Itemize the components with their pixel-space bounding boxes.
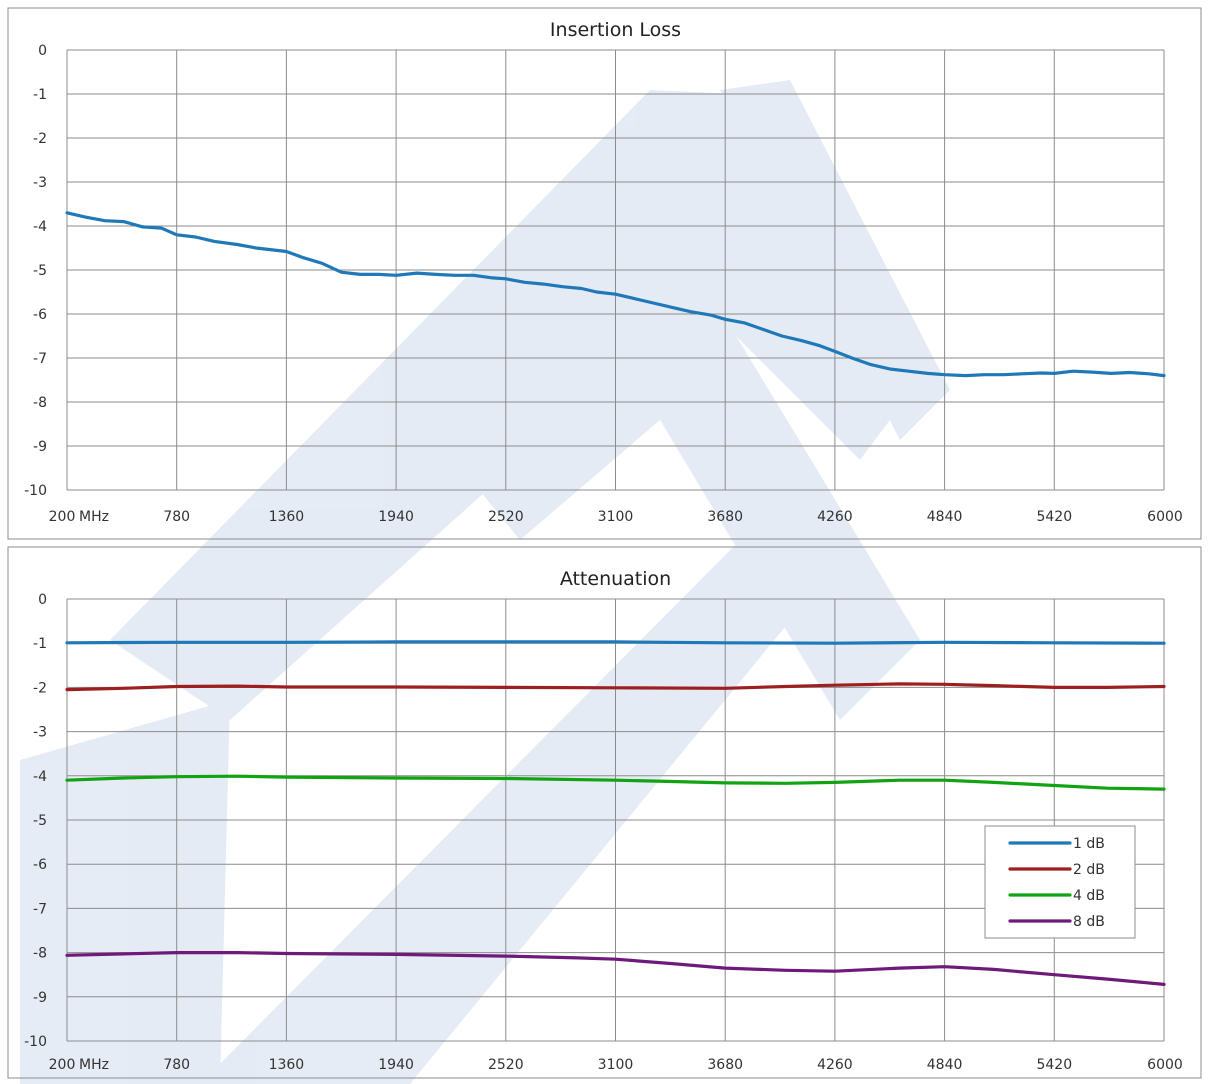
y-tick-label: -10 [24, 483, 47, 499]
chart-frame [7, 546, 1202, 1079]
legend-label: 8 dB [1073, 914, 1105, 930]
x-tick-label: 1360 [269, 1057, 305, 1073]
x-tick-label: 4840 [927, 1057, 963, 1073]
x-tick-label: 5420 [1036, 509, 1072, 525]
x-unit-label: MHz [79, 1057, 109, 1073]
y-tick-label: -6 [33, 857, 47, 873]
x-tick-label: 2520 [488, 1057, 524, 1073]
x-tick-label: 3680 [707, 1057, 743, 1073]
legend-label: 1 dB [1073, 836, 1105, 852]
y-tick-label: 0 [38, 43, 47, 59]
y-tick-label: -8 [33, 395, 47, 411]
y-tick-label: -9 [33, 439, 47, 455]
chart-title: Insertion Loss [550, 19, 681, 41]
series-line [65, 774, 1166, 791]
y-tick-label: -2 [33, 680, 47, 696]
series-line [65, 951, 1166, 986]
y-tick-label: -1 [33, 87, 47, 103]
y-tick-label: -5 [33, 813, 47, 829]
legend-label: 2 dB [1073, 862, 1105, 878]
y-tick-label: -6 [33, 307, 47, 323]
y-tick-label: -4 [33, 219, 47, 235]
x-tick-label: 1940 [378, 1057, 414, 1073]
y-tick-label: -2 [33, 131, 47, 147]
x-tick-label: 4260 [817, 1057, 853, 1073]
x-tick-label: 1360 [269, 509, 305, 525]
x-tick-label: 780 [163, 509, 190, 525]
watermark-logo [20, 80, 950, 1084]
y-tick-label: -3 [33, 725, 47, 741]
series-line [65, 682, 1166, 692]
watermark-stroke [110, 90, 920, 720]
x-tick-label: 4260 [817, 509, 853, 525]
x-tick-label: 6000 [1147, 509, 1183, 525]
x-tick-label: 1940 [378, 509, 414, 525]
legend-box [984, 825, 1136, 939]
x-tick-label: 3100 [598, 509, 634, 525]
series-line [65, 640, 1166, 645]
x-tick-label: 200 [49, 1057, 76, 1073]
y-tick-label: -7 [33, 901, 47, 917]
x-tick-label: 3100 [598, 1057, 634, 1073]
x-tick-label: 3680 [707, 509, 743, 525]
y-tick-label: -5 [33, 263, 47, 279]
y-tick-label: -10 [24, 1034, 47, 1050]
y-tick-label: -3 [33, 175, 47, 191]
y-tick-label: -8 [33, 946, 47, 962]
x-tick-label: 5420 [1036, 1057, 1072, 1073]
x-tick-label: 200 [49, 509, 76, 525]
y-tick-label: -4 [33, 769, 47, 785]
watermark-stroke [20, 700, 230, 1084]
x-unit-label: MHz [79, 509, 109, 525]
watermark-stroke [430, 210, 920, 720]
y-tick-label: 0 [38, 592, 47, 608]
legend-label: 4 dB [1073, 888, 1105, 904]
series-line [65, 211, 1166, 378]
x-tick-label: 6000 [1147, 1057, 1183, 1073]
y-tick-label: -9 [33, 990, 47, 1006]
legend: 1 dB 2 dB 4 dB 8 dB [984, 825, 1136, 939]
x-tick-label: 2520 [488, 509, 524, 525]
y-tick-label: -1 [33, 636, 47, 652]
x-tick-label: 780 [163, 1057, 190, 1073]
chart-title: Attenuation [560, 568, 671, 590]
watermark-stroke [200, 520, 840, 1084]
y-tick-label: -7 [33, 351, 47, 367]
x-tick-label: 4840 [927, 509, 963, 525]
chart-frame [7, 7, 1202, 540]
